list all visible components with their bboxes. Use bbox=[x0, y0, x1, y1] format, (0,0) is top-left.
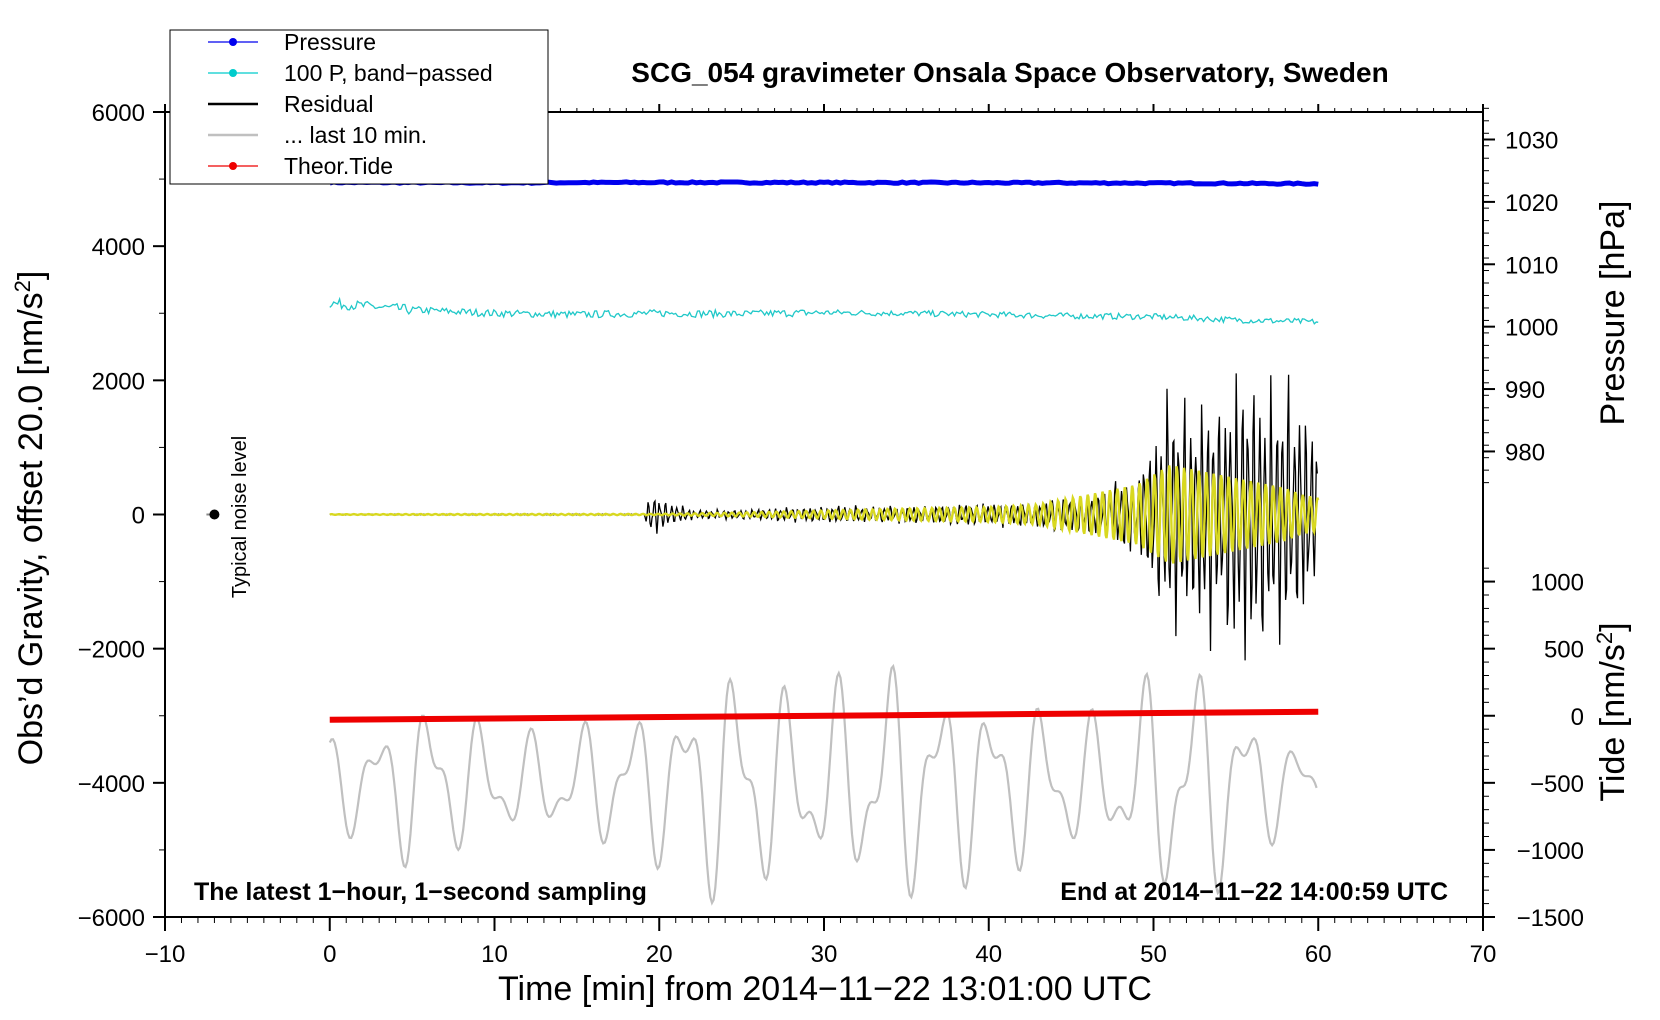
x-tick-label: 0 bbox=[323, 941, 336, 968]
tide-tick-label: 0 bbox=[1571, 704, 1584, 731]
series-theor-tide-line bbox=[329, 708, 1319, 723]
series-residual-filtered-line bbox=[329, 465, 1320, 564]
legend: Pressure 100 P, band−passed Residual ... la… bbox=[169, 29, 549, 185]
tide-tick-label: 1000 bbox=[1531, 570, 1584, 597]
tide-tick-label: −1500 bbox=[1517, 905, 1584, 932]
tide-tick-label: −1000 bbox=[1517, 838, 1584, 865]
x-tick-label: 60 bbox=[1305, 941, 1332, 968]
noise-level-label: Typical noise level bbox=[229, 436, 251, 598]
y-axis-tide: 1000 500 0 −500 −1000 −1500 bbox=[1483, 567, 1584, 932]
plot-area bbox=[206, 179, 1320, 906]
y-axis-left-label-main: Obs’d Gravity, offset 20.0 [nm/s bbox=[12, 292, 50, 765]
legend-label: ... last 10 min. bbox=[284, 122, 427, 148]
tide-tick-label: −500 bbox=[1530, 771, 1584, 798]
y-axis-left-label-close: ] bbox=[12, 271, 50, 280]
pressure-tick-label: 980 bbox=[1505, 439, 1545, 466]
y-axis-tide-label-sup: 2 bbox=[1592, 632, 1617, 644]
x-tick-label: 10 bbox=[481, 941, 508, 968]
legend-label: 100 P, band−passed bbox=[284, 60, 493, 86]
legend-swatch-dot bbox=[229, 69, 237, 77]
x-tick-label: 70 bbox=[1470, 941, 1497, 968]
y-axis-tide-label-main: Tide [nm/s bbox=[1594, 644, 1632, 801]
series-group bbox=[328, 179, 1320, 906]
y-left-tick-label: 4000 bbox=[92, 234, 145, 261]
noise-level-marker bbox=[209, 509, 220, 520]
series-last-10-min-line bbox=[328, 663, 1318, 906]
y-axis-pressure: 1030 1020 1010 1000 990 980 bbox=[1483, 107, 1558, 484]
x-axis: −10 0 10 20 30 40 50 60 70 bbox=[145, 104, 1497, 968]
legend-swatch-dot bbox=[229, 162, 237, 170]
pressure-tick-label: 1030 bbox=[1505, 128, 1558, 155]
y-left-tick-label: −4000 bbox=[78, 771, 145, 798]
x-tick-label: 50 bbox=[1140, 941, 1167, 968]
pressure-tick-label: 990 bbox=[1505, 377, 1545, 404]
legend-label: Theor.Tide bbox=[284, 153, 393, 179]
legend-label: Pressure bbox=[284, 29, 376, 55]
pressure-tick-label: 1000 bbox=[1505, 315, 1558, 342]
annotation-bottom-left: The latest 1−hour, 1−second sampling bbox=[194, 878, 647, 906]
y-axis-pressure-label: Pressure [hPa] bbox=[1594, 201, 1632, 426]
y-left-tick-label: 0 bbox=[132, 503, 145, 530]
y-axis-left-label: Obs’d Gravity, offset 20.0 [nm/s2] bbox=[10, 271, 50, 766]
y-left-tick-label: 6000 bbox=[92, 100, 145, 127]
x-tick-label: −10 bbox=[145, 941, 186, 968]
annotation-bottom-right: End at 2014−11−22 14:00:59 UTC bbox=[1060, 878, 1448, 906]
y-left-tick-label: −2000 bbox=[78, 637, 145, 664]
chart-title: SCG_054 gravimeter Onsala Space Observat… bbox=[631, 57, 1388, 88]
pressure-tick-label: 1010 bbox=[1505, 252, 1558, 279]
x-tick-label: 40 bbox=[975, 941, 1002, 968]
y-left-tick-label: 2000 bbox=[92, 368, 145, 395]
y-axis-tide-label-close: ] bbox=[1594, 622, 1632, 631]
y-axis-left-label-sup: 2 bbox=[10, 280, 35, 292]
y-axis-tide-label: Tide [nm/s2] bbox=[1592, 622, 1632, 801]
legend-label: Residual bbox=[284, 91, 374, 117]
x-tick-label: 20 bbox=[646, 941, 673, 968]
pressure-tick-label: 1020 bbox=[1505, 190, 1558, 217]
y-axis-left: 6000 4000 2000 0 −2000 −4000 −6000 bbox=[78, 100, 165, 932]
y-left-tick-label: −6000 bbox=[78, 905, 145, 932]
x-axis-label: Time [min] from 2014−11−22 13:01:00 UTC bbox=[498, 970, 1152, 1008]
legend-box bbox=[169, 29, 549, 185]
x-tick-label: 30 bbox=[811, 941, 838, 968]
legend-swatch-dot bbox=[229, 38, 237, 46]
tide-tick-label: 500 bbox=[1544, 637, 1584, 664]
series-band-passed-line bbox=[329, 296, 1319, 325]
